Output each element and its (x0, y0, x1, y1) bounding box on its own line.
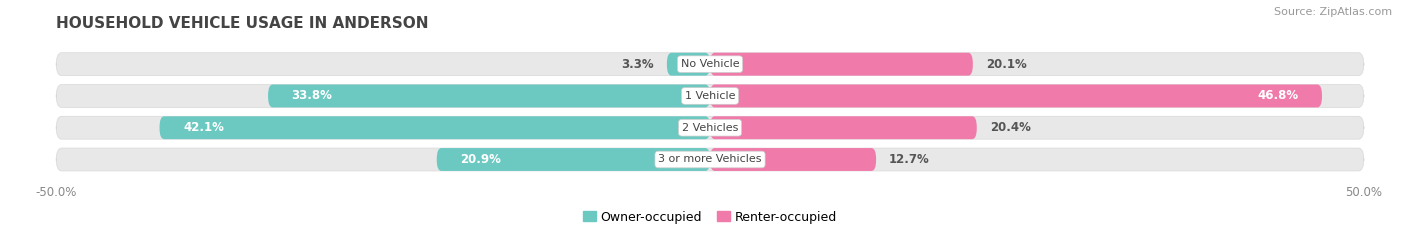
FancyBboxPatch shape (710, 148, 876, 171)
FancyBboxPatch shape (710, 85, 1322, 107)
Text: HOUSEHOLD VEHICLE USAGE IN ANDERSON: HOUSEHOLD VEHICLE USAGE IN ANDERSON (56, 16, 429, 31)
Text: 3 or more Vehicles: 3 or more Vehicles (658, 154, 762, 164)
Text: 1 Vehicle: 1 Vehicle (685, 91, 735, 101)
FancyBboxPatch shape (56, 148, 1364, 171)
FancyBboxPatch shape (56, 53, 1364, 76)
FancyBboxPatch shape (159, 116, 710, 139)
Text: 12.7%: 12.7% (889, 153, 929, 166)
FancyBboxPatch shape (269, 85, 710, 107)
FancyBboxPatch shape (56, 116, 1364, 139)
FancyBboxPatch shape (710, 116, 977, 139)
FancyBboxPatch shape (56, 85, 1364, 107)
FancyBboxPatch shape (710, 53, 973, 76)
Text: 46.8%: 46.8% (1257, 89, 1298, 103)
Text: 20.1%: 20.1% (986, 58, 1026, 71)
Legend: Owner-occupied, Renter-occupied: Owner-occupied, Renter-occupied (578, 206, 842, 229)
Text: 20.4%: 20.4% (990, 121, 1031, 134)
FancyBboxPatch shape (437, 148, 710, 171)
Text: 3.3%: 3.3% (621, 58, 654, 71)
Text: No Vehicle: No Vehicle (681, 59, 740, 69)
Text: 20.9%: 20.9% (460, 153, 501, 166)
FancyBboxPatch shape (666, 53, 710, 76)
Text: Source: ZipAtlas.com: Source: ZipAtlas.com (1274, 7, 1392, 17)
Text: 42.1%: 42.1% (183, 121, 224, 134)
Text: 2 Vehicles: 2 Vehicles (682, 123, 738, 133)
Text: 33.8%: 33.8% (291, 89, 332, 103)
